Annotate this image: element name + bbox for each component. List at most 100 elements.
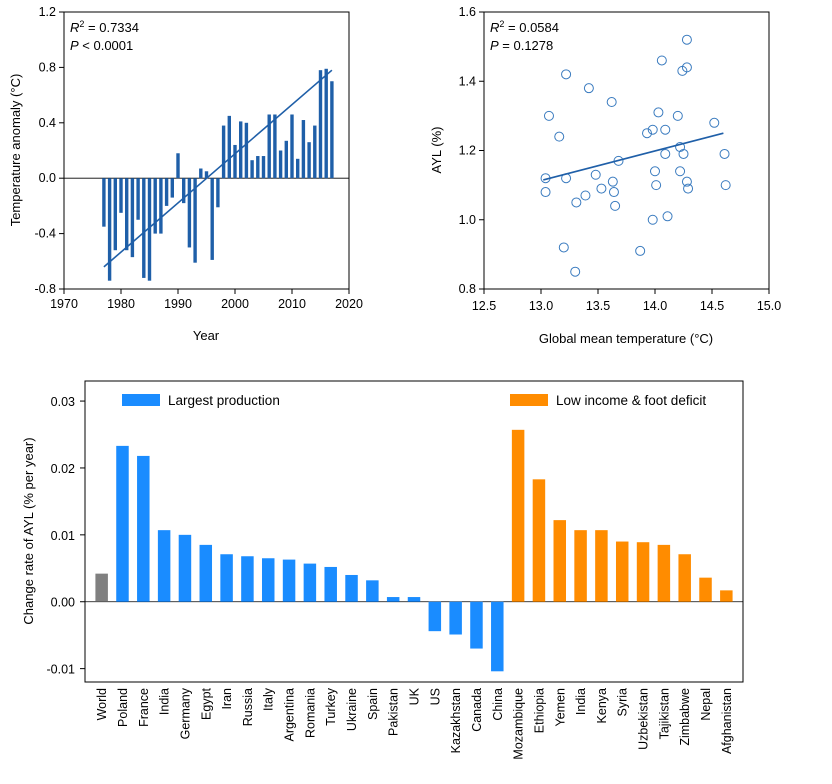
change-rate-bar (470, 601, 483, 649)
scatter-x-tick-label: 14.5 (700, 299, 724, 313)
change-rate-ticks: -0.01 0.00 0.01 0.02 0.03 (47, 395, 85, 677)
scatter-point (678, 148, 689, 159)
scatter-y-tick-label: 0.8 (459, 282, 476, 296)
anomaly-bar (330, 81, 334, 179)
scatter-plot-frame (483, 11, 770, 290)
scatter-point (656, 55, 667, 66)
scatter-y-tick-label: 1.2 (459, 144, 476, 158)
category-label: Turkey (324, 687, 338, 725)
anomaly-bar (313, 125, 317, 179)
change-rate-bar (157, 530, 171, 602)
anomaly-bar (142, 178, 146, 278)
scatter-point (607, 176, 618, 187)
scatter-point (675, 166, 686, 177)
category-label: France (137, 688, 151, 727)
scatter-point (720, 180, 731, 191)
scatter-point (675, 142, 686, 153)
anomaly-bar (210, 178, 214, 260)
anomaly-y-label: Temperature anomaly (°C) (8, 74, 23, 227)
change-rate-bar (511, 429, 525, 602)
anomaly-ticks: 1970 1980 1990 2000 2010 2020 -0.8 -0.4 0.0 0.4 0.… (34, 5, 362, 311)
legend-swatch-low-income (510, 394, 548, 406)
scatter-point (647, 214, 658, 225)
anomaly-x-label: Year (193, 328, 220, 343)
change-rate-bar (532, 479, 546, 602)
anomaly-y-tick-label: 1.2 (39, 5, 56, 19)
scatter-x-tick-label: 14.0 (643, 299, 667, 313)
anomaly-bars (102, 68, 334, 281)
category-label: Tajikistan (657, 688, 671, 739)
category-label: US (428, 688, 442, 705)
anomaly-bar (176, 153, 180, 179)
anomaly-bar (187, 178, 192, 248)
category-label: Syria (616, 688, 630, 717)
change-rate-y-tick-label: 0.03 (51, 395, 75, 409)
category-label: Iran (220, 688, 234, 710)
category-label: Kenya (595, 688, 609, 723)
scatter-point (561, 69, 572, 80)
anomaly-p-stat: P < 0.0001 (70, 38, 133, 53)
anomaly-bar (221, 125, 226, 179)
anomaly-bar (136, 178, 140, 220)
change-rate-bar (199, 544, 213, 602)
scatter-point (651, 180, 662, 191)
scatter-y-label: AYL (%) (429, 127, 444, 174)
anomaly-panel: 1970 1980 1990 2000 2010 2020 -0.8 -0.4 0.0 0.4 0.… (8, 5, 363, 343)
anomaly-bar (267, 114, 271, 179)
anomaly-bar (119, 178, 123, 213)
change-rate-y-tick-label: -0.01 (47, 663, 76, 677)
scatter-y-tick-label: 1.0 (459, 213, 476, 227)
anomaly-bar (284, 140, 288, 179)
change-rate-y-tick-label: 0.01 (51, 529, 75, 543)
scatter-ticks: 12.5 13.0 13.5 14.0 14.5 15.0 0.8 1.0 1.2 1.4 1.6 (459, 5, 782, 313)
anomaly-plot-frame (63, 11, 350, 290)
scatter-y-tick-label: 1.4 (459, 74, 476, 88)
change-rate-bar (241, 556, 254, 602)
category-label: Yemen (553, 688, 567, 727)
change-rate-bar (678, 554, 691, 602)
change-rate-bar (386, 597, 400, 602)
change-rate-bar (261, 558, 275, 602)
change-rate-bar (345, 574, 358, 602)
change-rate-bar (282, 559, 296, 602)
change-rate-bar (324, 566, 337, 602)
legend-swatch-largest-production (122, 394, 160, 406)
anomaly-bar (301, 120, 306, 179)
change-rate-bar (178, 534, 192, 602)
legend-label-largest-production: Largest production (168, 393, 280, 408)
scatter-point (653, 107, 664, 118)
category-label: China (491, 688, 505, 721)
scatter-point (662, 211, 673, 222)
scatter-point (570, 266, 581, 277)
anomaly-bar (125, 178, 129, 251)
anomaly-bar (204, 171, 209, 179)
change-rate-bar (407, 597, 421, 602)
scatter-x-label: Global mean temperature (°C) (539, 331, 713, 346)
change-rate-bar (449, 601, 462, 635)
anomaly-x-tick-label: 2010 (278, 297, 306, 311)
anomaly-y-tick-label: 0.8 (39, 60, 56, 74)
scatter-point (554, 131, 565, 142)
scatter-point (719, 148, 730, 159)
category-label: Afghanistan (720, 688, 734, 754)
anomaly-x-tick-label: 1990 (164, 297, 192, 311)
scatter-r2-stat: R2 = 0.0584 (490, 19, 559, 35)
anomaly-y-tick-label: -0.4 (34, 227, 56, 241)
anomaly-x-tick-label: 2000 (221, 297, 249, 311)
scatter-point (571, 197, 582, 208)
anomaly-r2-stat: R2 = 0.7334 (70, 19, 139, 35)
scatter-trend-line (543, 132, 724, 181)
scatter-x-tick-label: 12.5 (472, 299, 496, 313)
anomaly-bar (273, 114, 277, 179)
category-label: Ukraine (345, 688, 359, 731)
category-label: Pakistan (387, 688, 401, 736)
anomaly-bar (147, 178, 152, 281)
anomaly-bar (216, 178, 220, 208)
change-rate-bar (428, 601, 442, 632)
scatter-x-tick-label: 15.0 (757, 299, 781, 313)
anomaly-bar (170, 178, 174, 198)
scatter-point (558, 242, 569, 253)
anomaly-bar (199, 168, 203, 179)
anomaly-bar (193, 178, 197, 263)
